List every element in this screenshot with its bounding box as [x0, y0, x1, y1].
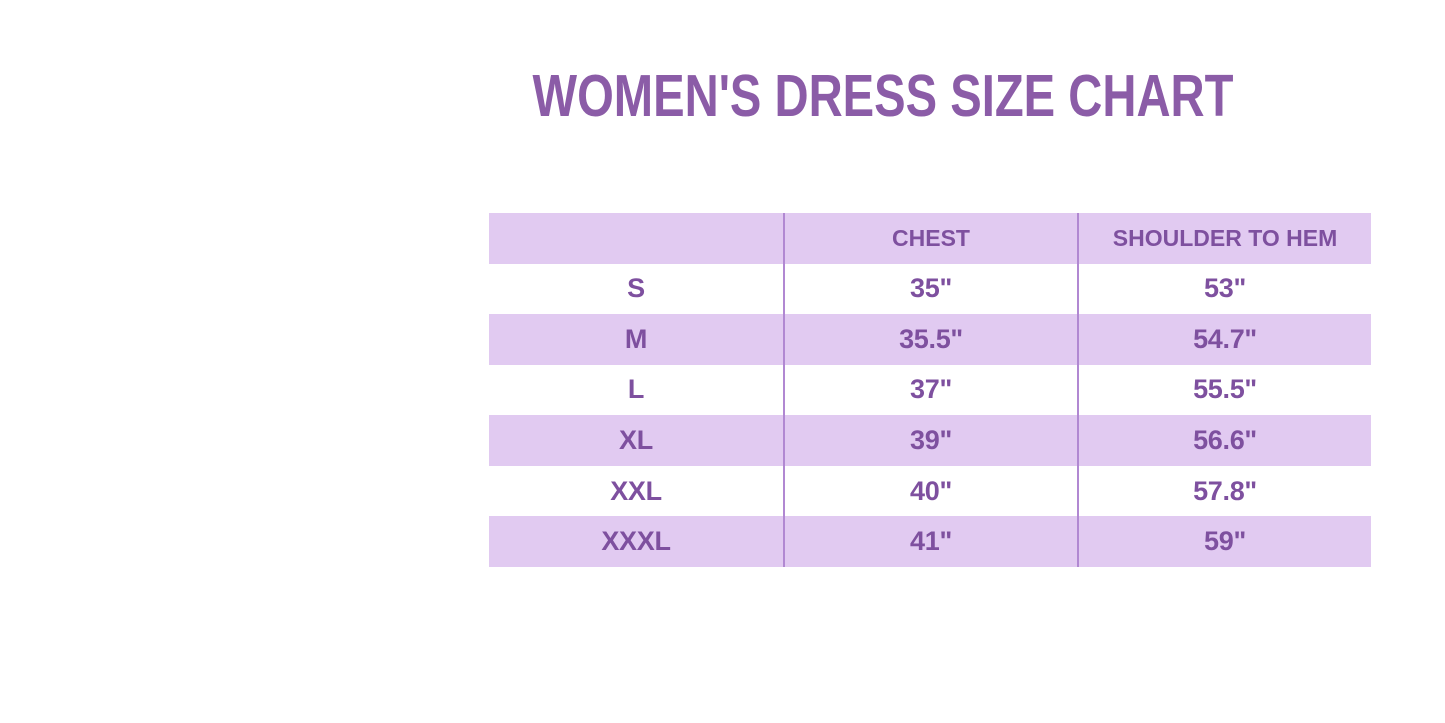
table-header-row: CHEST SHOULDER TO HEM — [489, 213, 1371, 264]
chest-cell: 40" — [783, 465, 1077, 517]
shoulder-to-hem-cell: 54.7" — [1077, 314, 1371, 365]
column-header-size — [489, 213, 783, 264]
chest-cell: 35" — [783, 263, 1077, 315]
table-row: M 35.5" 54.7" — [489, 314, 1371, 365]
page-title: WOMEN'S DRESS SIZE CHART — [445, 62, 1321, 130]
table-row: S 35" 53" — [489, 263, 1371, 315]
size-cell: L — [627, 374, 645, 405]
page-title-text: WOMEN'S DRESS SIZE CHART — [532, 63, 1234, 129]
size-cell: M — [624, 323, 648, 354]
size-cell: XXXL — [601, 526, 671, 557]
chest-cell: 41" — [783, 516, 1077, 567]
table-row: XL 39" 56.6" — [489, 415, 1371, 466]
chest-cell: 35.5" — [783, 314, 1077, 365]
size-cell: XXL — [610, 475, 662, 506]
table-row: XXL 40" 57.8" — [489, 465, 1371, 517]
chest-cell: 37" — [783, 364, 1077, 416]
shoulder-to-hem-cell: 55.5" — [1077, 364, 1371, 416]
size-cell: S — [627, 273, 645, 304]
shoulder-to-hem-cell: 59" — [1077, 516, 1371, 567]
column-header-shoulder-to-hem: SHOULDER TO HEM — [1077, 213, 1371, 264]
size-chart-table: CHEST SHOULDER TO HEM S 35" 53" M 35.5" … — [489, 213, 1371, 567]
column-header-chest: CHEST — [783, 213, 1077, 264]
shoulder-to-hem-cell: 56.6" — [1077, 415, 1371, 466]
table-row: L 37" 55.5" — [489, 364, 1371, 416]
shoulder-to-hem-cell: 53" — [1077, 263, 1371, 315]
shoulder-to-hem-cell: 57.8" — [1077, 465, 1371, 517]
size-cell: XL — [619, 425, 653, 456]
chest-cell: 39" — [783, 415, 1077, 466]
table-row: XXXL 41" 59" — [489, 516, 1371, 567]
